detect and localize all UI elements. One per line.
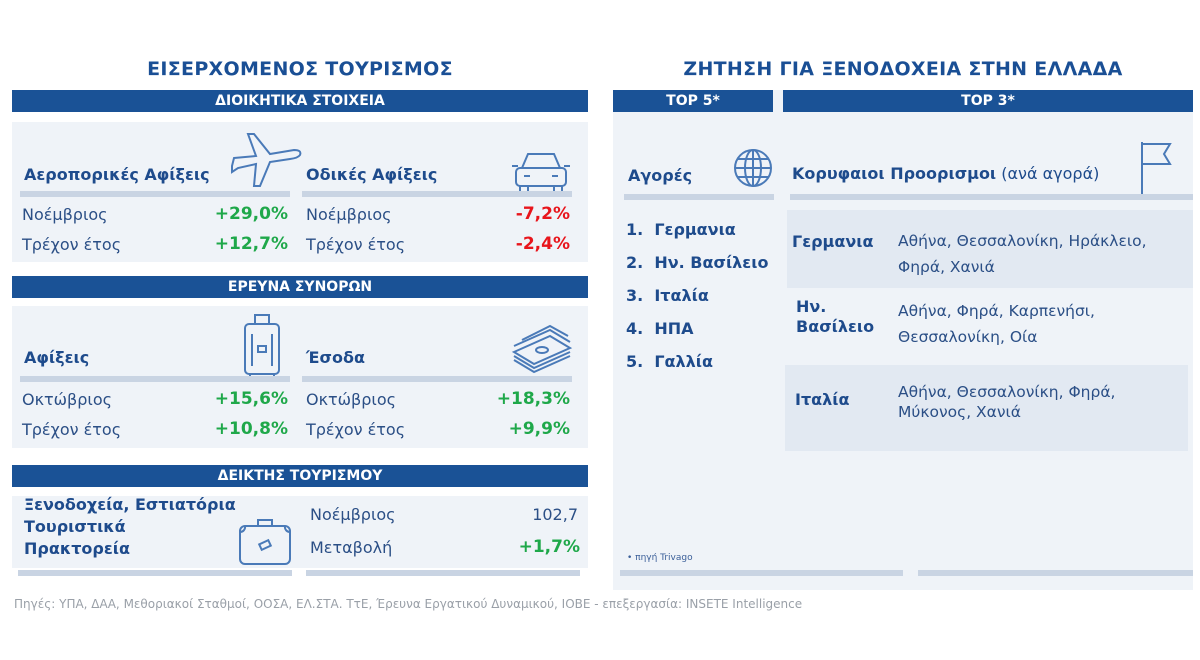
revenue-row-label: Τρέχον έτος: [306, 420, 406, 439]
index-row-label: Νοέμβριος: [310, 505, 396, 524]
source-underline: [918, 570, 1193, 576]
air-row-value: +29,0%: [214, 204, 288, 224]
destination-line: Αθήνα, Θεσσαλονίκη, Φηρά,: [898, 383, 1116, 401]
index-label-line: Πρακτορεία: [24, 539, 130, 558]
destination-country: Ην. Βασίλειο: [796, 297, 875, 336]
top5-header: TOP 5*: [613, 90, 773, 112]
destination-list: Αθήνα, Φηρά, Καρπενήσι, Θεσσαλονίκη, Οία: [898, 298, 1095, 350]
index-underline: [18, 570, 292, 576]
market-item: 3. Ιταλία: [626, 286, 709, 305]
road-row-label: Τρέχον έτος: [306, 235, 406, 254]
road-row-value: -2,4%: [515, 234, 570, 254]
border-header: ΕΡΕΥΝΑ ΣΥΝΟΡΩΝ: [12, 276, 588, 298]
index-header: ΔΕΙΚΤΗΣ ΤΟΥΡΙΣΜΟΥ: [12, 465, 588, 487]
market-item: 5. Γαλλία: [626, 352, 714, 371]
road-row-value: -7,2%: [515, 204, 570, 224]
destination-row-bg: [785, 365, 1188, 451]
air-underline: [20, 191, 290, 197]
road-arrivals-label: Οδικές Αφίξεις: [306, 165, 438, 184]
top3-header: TOP 3*: [783, 90, 1193, 112]
destinations-label: Κορυφαιοι Προορισμοι (ανά αγορά): [792, 164, 1099, 183]
airplane-icon: [228, 128, 304, 194]
revenue-row-value: +9,9%: [508, 419, 570, 439]
destination-line: Θεσσαλονίκη, Οία: [898, 328, 1038, 346]
market-item: 2. Ην. Βασίλειο: [626, 253, 769, 272]
globe-icon: [732, 147, 774, 193]
arrivals-row-value: +10,8%: [214, 419, 288, 439]
suitcase-icon: [242, 312, 282, 384]
markets-label: Αγορές: [628, 166, 693, 185]
destinations-underline: [790, 194, 1193, 200]
car-icon: [510, 148, 572, 198]
hotel-demand-panel: [613, 90, 1193, 590]
destination-line: Μύκονος, Χανιά: [898, 403, 1022, 421]
air-row-label: Τρέχον έτος: [22, 235, 122, 254]
index-label-line: Τουριστικά: [24, 517, 126, 536]
market-item: 4. ΗΠΑ: [626, 319, 694, 338]
arrivals-row-value: +15,6%: [214, 389, 288, 409]
destination-line: Αθήνα, Θεσσαλονίκη, Ηράκλειο,: [898, 232, 1147, 250]
destinations-label-bold: Κορυφαιοι Προορισμοι: [792, 164, 997, 183]
road-row-label: Νοέμβριος: [306, 205, 392, 224]
source-underline: [620, 570, 903, 576]
destination-country: Γερμανια: [792, 232, 874, 251]
destination-list: Αθήνα, Θεσσαλονίκη, Ηράκλειο, Φηρά, Χανιά: [898, 228, 1147, 280]
arrivals-row-label: Τρέχον έτος: [22, 420, 122, 439]
money-icon: [510, 322, 574, 378]
briefcase-icon: [236, 518, 294, 570]
footer-sources: Πηγές: ΥΠΑ, ΔΑΑ, Μεθοριακοί Σταθμοί, ΟΟΣ…: [14, 597, 803, 611]
air-row-label: Νοέμβριος: [22, 205, 108, 224]
index-row-label: Μεταβολή: [310, 538, 393, 557]
revenue-underline: [302, 376, 572, 382]
source-note: • πηγή Trivago: [627, 553, 693, 563]
destination-list: Αθήνα, Θεσσαλονίκη, Φηρά, Μύκονος, Χανιά: [898, 382, 1115, 422]
revenue-label: Έσοδα: [306, 348, 365, 367]
index-underline: [306, 570, 580, 576]
revenue-row-value: +18,3%: [496, 389, 570, 409]
top5-list: 1. Γερμανια 2. Ην. Βασίλειο 3. Ιταλία 4.…: [626, 220, 768, 385]
air-arrivals-label: Αεροπορικές Αφίξεις: [24, 165, 210, 184]
destination-row-bg: [787, 210, 1193, 288]
index-panel: [12, 496, 588, 568]
left-title: ΕΙΣΕΡΧΟΜΕΝΟΣ ΤΟΥΡΙΣΜΟΣ: [147, 58, 453, 80]
admin-header: ΔΙΟΙΚΗΤΙΚΑ ΣΤΟΙΧΕΙΑ: [12, 90, 588, 112]
destinations-label-suffix: (ανά αγορά): [1001, 164, 1100, 183]
index-label-line: Ξενοδοχεία, Εστιατόρια: [24, 495, 236, 514]
index-row-value: +1,7%: [518, 537, 580, 557]
road-underline: [302, 191, 572, 197]
right-title: ΖΗΤΗΣΗ ΓΙΑ ΞΕΝΟΔΟΧΕΙΑ ΣΤΗΝ ΕΛΛΑΔΑ: [683, 58, 1123, 80]
arrivals-underline: [20, 376, 290, 382]
destination-line: Φηρά, Χανιά: [898, 258, 995, 276]
market-item: 1. Γερμανια: [626, 220, 736, 239]
index-row-value: 102,7: [532, 505, 578, 524]
destination-line: Αθήνα, Φηρά, Καρπενήσι,: [898, 302, 1095, 320]
index-label: Ξενοδοχεία, Εστιατόρια Τουριστικά Πρακτο…: [24, 494, 236, 560]
revenue-row-label: Οκτώβριος: [306, 390, 397, 409]
flag-icon: [1138, 140, 1174, 200]
destination-country: Ιταλία: [795, 390, 850, 409]
markets-underline: [624, 194, 774, 200]
arrivals-row-label: Οκτώβριος: [22, 390, 113, 409]
arrivals-label: Αφίξεις: [24, 348, 90, 367]
air-row-value: +12,7%: [214, 234, 288, 254]
